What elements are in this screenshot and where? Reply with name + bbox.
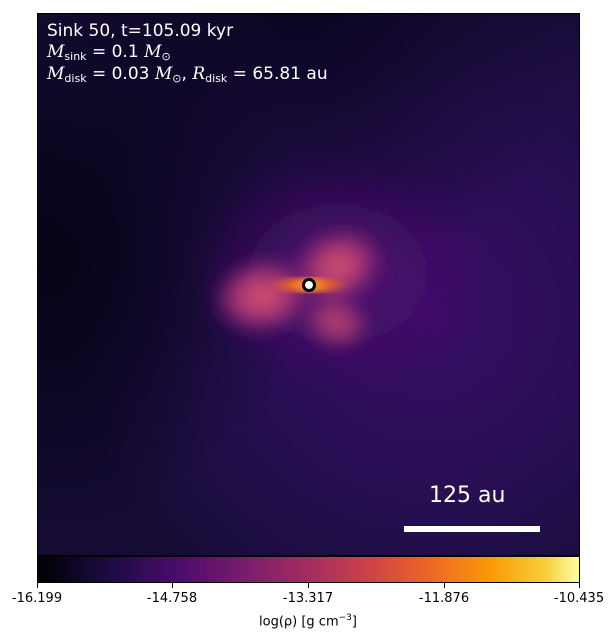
colorbar-tick-label: -16.199 (11, 591, 63, 606)
scale-bar-label: 125 au (429, 483, 506, 508)
colorbar-label: log(ρ) [g cm−3] (259, 613, 357, 630)
sink-title: Sink 50, t=105.09 kyr (47, 21, 234, 41)
colorbar-tick-label: -13.317 (282, 591, 334, 606)
colorbar (37, 556, 580, 583)
density-map-panel: Sink 50, t=105.09 kyr Msink = 0.1 M⊙ Mdi… (37, 13, 580, 556)
disk-properties-label: Mdisk = 0.03 M⊙, Rdisk = 65.81 au (47, 64, 328, 85)
sink-mass-label: Msink = 0.1 M⊙ (47, 42, 171, 63)
scale-bar (404, 526, 540, 532)
colorbar-tick (579, 583, 580, 588)
colorbar-tick-label: -11.876 (418, 591, 470, 606)
colorbar-tick-label: -10.435 (553, 591, 605, 606)
colorbar-tick (308, 583, 309, 588)
colorbar-tick (172, 583, 173, 588)
colorbar-tick (37, 583, 38, 588)
sink-marker (302, 278, 316, 292)
colorbar-tick-label: -14.758 (146, 591, 198, 606)
density-map-image (38, 14, 579, 555)
colorbar-tick (444, 583, 445, 588)
